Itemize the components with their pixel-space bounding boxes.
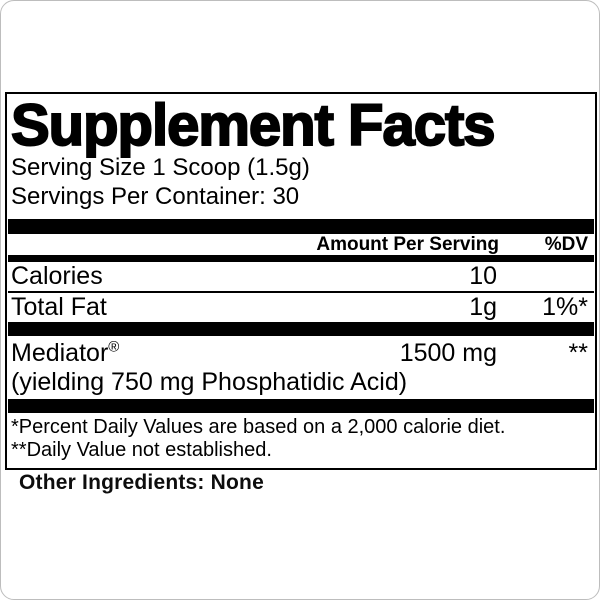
amount-per-serving-header: Amount Per Serving <box>316 234 499 255</box>
mediator-label: Mediator <box>11 339 109 367</box>
mediator-dv: ** <box>568 339 588 367</box>
percent-dv-header: %DV <box>544 234 588 255</box>
footnote-daily-values: *Percent Daily Values are based on a 2,0… <box>11 416 506 438</box>
divider-bar-top <box>8 219 594 234</box>
mediator-amount: 1500 mg <box>399 339 497 367</box>
servings-per-container-text: Servings Per Container: 30 <box>11 183 300 210</box>
divider-bar-middle <box>8 322 594 336</box>
footnote-dv-not-established: **Daily Value not established. <box>11 439 272 461</box>
other-ingredients-text: Other Ingredients: None <box>19 471 264 494</box>
divider-rule-thin <box>8 291 594 293</box>
divider-bar-header <box>8 255 594 262</box>
panel-title: Supplement Facts <box>10 93 497 158</box>
serving-size-text: Serving Size 1 Scoop (1.5g) <box>11 154 310 181</box>
calories-amount: 10 <box>469 262 497 290</box>
registered-trademark-symbol: ® <box>108 338 120 356</box>
table-row-total-fat: Total Fat 1g 1%* <box>7 293 595 322</box>
table-header-row: Amount Per Serving %DV <box>7 235 595 255</box>
total-fat-label: Total Fat <box>11 293 107 321</box>
mediator-yield-subtext: (yielding 750 mg Phosphatidic Acid) <box>11 368 408 396</box>
divider-bar-bottom <box>8 399 594 413</box>
total-fat-dv: 1%* <box>542 293 588 321</box>
table-row-mediator: Mediator® 1500 mg ** <box>7 338 595 368</box>
calories-label: Calories <box>11 262 103 290</box>
table-row-calories: Calories 10 <box>7 262 595 291</box>
total-fat-amount: 1g <box>469 293 497 321</box>
supplement-facts-panel: Supplement Facts Serving Size 1 Scoop (1… <box>5 92 597 470</box>
